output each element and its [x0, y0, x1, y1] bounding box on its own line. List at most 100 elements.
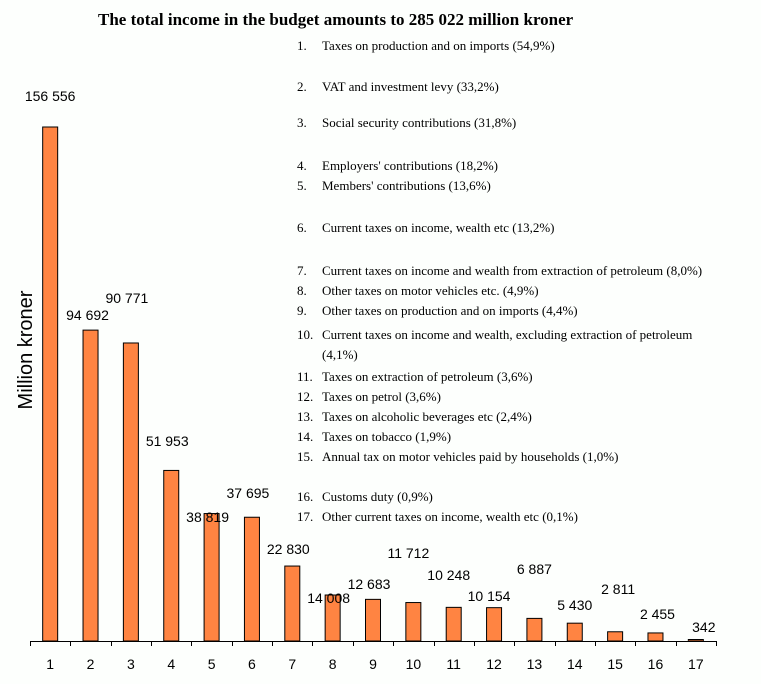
- legend-item-9: 9. Other taxes on production and on impor…: [297, 303, 578, 318]
- x-tick-label-5: 5: [208, 656, 216, 672]
- legend-text: Employers' contributions (18,2%): [322, 158, 498, 173]
- x-tick-label-9: 9: [369, 656, 377, 672]
- legend-number: 12.: [297, 389, 313, 404]
- bar-16: [647, 632, 664, 642]
- legend-item-14: 14. Taxes on tobacco (1,9%): [297, 429, 451, 444]
- bar-4: [163, 469, 180, 642]
- legend-text: Taxes on extraction of petroleum (3,6%): [322, 369, 533, 384]
- data-label-5: 38 819: [186, 509, 229, 525]
- x-tick-label-14: 14: [567, 656, 583, 672]
- legend-item-8: 8. Other taxes on motor vehicles etc. (4,…: [297, 283, 539, 298]
- x-tick-label-8: 8: [329, 656, 337, 672]
- legend-number: 17.: [297, 509, 313, 524]
- bar-17: [687, 639, 704, 642]
- legend-number: 13.: [297, 409, 313, 424]
- legend-text: VAT and investment levy (33,2%): [322, 79, 499, 94]
- legend-item-5: 5. Members' contributions (13,6%): [297, 178, 491, 193]
- legend-item-13: 13. Taxes on alcoholic beverages etc (2,4…: [297, 409, 532, 424]
- data-label-4: 51 953: [146, 433, 189, 449]
- bar-1: [42, 126, 59, 642]
- data-label-14: 5 430: [557, 597, 592, 613]
- legend-text: Customs duty (0,9%): [322, 489, 433, 504]
- legend: 1. Taxes on production and on imports (54…: [297, 38, 702, 524]
- legend-number: 8.: [297, 283, 307, 298]
- bar-2: [82, 329, 99, 642]
- legend-number: 15.: [297, 449, 313, 464]
- legend-number: 5.: [297, 178, 307, 193]
- data-label-17: 342: [692, 619, 716, 635]
- x-tick-label-10: 10: [406, 656, 422, 672]
- bar-7: [284, 565, 301, 642]
- x-tick-label-7: 7: [288, 656, 296, 672]
- data-label-11: 10 248: [427, 567, 470, 583]
- bar-3: [122, 342, 139, 642]
- legend-number: 4.: [297, 158, 307, 173]
- legend-item-12: 12. Taxes on petrol (3,6%): [297, 389, 441, 404]
- bar-9: [365, 598, 381, 642]
- legend-text: Taxes on tobacco (1,9%): [322, 429, 451, 444]
- data-label-3: 90 771: [105, 290, 148, 306]
- legend-item-11: 11. Taxes on extraction of petroleum (3,6…: [297, 369, 533, 384]
- data-label-16: 2 455: [640, 606, 675, 622]
- legend-text: Other taxes on motor vehicles etc. (4,9%…: [322, 283, 539, 298]
- legend-text: Taxes on petrol (3,6%): [322, 389, 441, 404]
- data-label-2: 94 692: [66, 307, 109, 323]
- bars: [42, 126, 704, 642]
- chart-title: The total income in the budget amounts t…: [98, 10, 574, 29]
- legend-text: Taxes on alcoholic beverages etc (2,4%): [322, 409, 532, 424]
- x-tick-label-1: 1: [46, 656, 54, 672]
- x-tick-label-3: 3: [127, 656, 135, 672]
- bar-5: [203, 513, 220, 642]
- legend-number: 7.: [297, 263, 307, 278]
- legend-number: 3.: [297, 115, 307, 130]
- x-tick-label-2: 2: [87, 656, 95, 672]
- bar-15: [607, 631, 624, 642]
- data-label-10: 11 712: [387, 545, 429, 561]
- legend-text: Annual tax on motor vehicles paid by hou…: [322, 449, 618, 464]
- legend-item-16: 16. Customs duty (0,9%): [297, 489, 433, 504]
- legend-item-10: 10. Current taxes on income and wealth, e…: [297, 327, 692, 362]
- bar-10: [405, 602, 422, 642]
- legend-number: 2.: [297, 79, 307, 94]
- bar-14: [566, 622, 583, 642]
- x-tick-label-15: 15: [607, 656, 623, 672]
- legend-text: Members' contributions (13,6%): [322, 178, 491, 193]
- legend-number: 11.: [297, 369, 313, 384]
- x-tick-label-12: 12: [486, 656, 502, 672]
- x-tick-label-11: 11: [446, 656, 461, 672]
- legend-text: Other current taxes on income, wealth et…: [322, 509, 578, 524]
- bar-12: [486, 607, 503, 642]
- legend-text: Current taxes on income, wealth etc (13,…: [322, 220, 554, 235]
- legend-text: Current taxes on income and wealth from …: [322, 263, 702, 278]
- legend-number: 1.: [297, 38, 307, 53]
- data-label-15: 2 811: [601, 581, 635, 597]
- legend-number: 14.: [297, 429, 313, 444]
- data-label-13: 6 887: [517, 561, 552, 577]
- data-label-8: 14 008: [307, 590, 350, 606]
- legend-item-7: 7. Current taxes on income and wealth fro…: [297, 263, 702, 278]
- data-label-7: 22 830: [267, 541, 310, 557]
- bar-6: [243, 516, 260, 642]
- legend-item-15: 15. Annual tax on motor vehicles paid by …: [297, 449, 618, 464]
- legend-text: Social security contributions (31,8%): [322, 115, 516, 130]
- x-tick-label-16: 16: [648, 656, 664, 672]
- legend-number: 10.: [297, 327, 313, 342]
- x-tick-label-6: 6: [248, 656, 256, 672]
- x-tick-label-17: 17: [688, 656, 704, 672]
- x-tick-label-13: 13: [527, 656, 543, 672]
- x-axis: 1 2 3 4 5 6 7 8 9 10 11 12 13 14 15 16 17: [30, 641, 717, 672]
- data-label-12: 10 154: [468, 588, 511, 604]
- legend-item-3: 3. Social security contributions (31,8%): [297, 115, 516, 130]
- legend-item-1: 1. Taxes on production and on imports (54…: [297, 38, 555, 53]
- legend-item-17: 17. Other current taxes on income, wealth…: [297, 509, 578, 524]
- legend-number: 16.: [297, 489, 313, 504]
- data-label-6: 37 695: [227, 485, 270, 501]
- legend-text: Other taxes on production and on imports…: [322, 303, 578, 318]
- data-label-1: 156 556: [25, 88, 76, 104]
- bar-11: [445, 606, 462, 642]
- legend-item-4: 4. Employers' contributions (18,2%): [297, 158, 498, 173]
- legend-number: 9.: [297, 303, 307, 318]
- legend-text: Taxes on production and on imports (54,9…: [322, 38, 555, 53]
